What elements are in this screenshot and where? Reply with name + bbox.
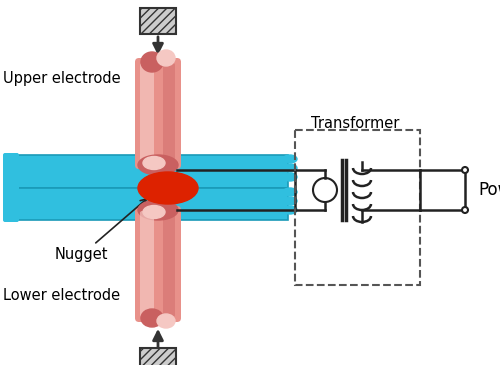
FancyBboxPatch shape — [140, 211, 154, 317]
FancyBboxPatch shape — [163, 63, 175, 164]
Ellipse shape — [138, 155, 178, 175]
FancyBboxPatch shape — [10, 188, 288, 220]
Text: Power: Power — [478, 181, 500, 199]
FancyBboxPatch shape — [140, 63, 154, 164]
Ellipse shape — [283, 188, 297, 196]
Ellipse shape — [283, 155, 297, 163]
FancyBboxPatch shape — [3, 186, 19, 222]
FancyBboxPatch shape — [10, 155, 288, 188]
Ellipse shape — [283, 164, 297, 172]
FancyBboxPatch shape — [140, 8, 176, 34]
Ellipse shape — [143, 205, 165, 219]
Text: Upper electrode: Upper electrode — [3, 70, 120, 85]
FancyBboxPatch shape — [140, 348, 176, 365]
FancyBboxPatch shape — [135, 58, 181, 169]
Circle shape — [462, 207, 468, 213]
Ellipse shape — [138, 172, 198, 204]
Ellipse shape — [141, 52, 163, 72]
Text: Transformer: Transformer — [311, 115, 399, 131]
FancyBboxPatch shape — [3, 153, 19, 190]
FancyBboxPatch shape — [135, 206, 181, 322]
Ellipse shape — [143, 157, 165, 169]
Ellipse shape — [283, 173, 297, 181]
Ellipse shape — [138, 200, 178, 220]
Ellipse shape — [157, 50, 175, 66]
Ellipse shape — [157, 314, 175, 328]
FancyBboxPatch shape — [163, 211, 175, 317]
Circle shape — [462, 167, 468, 173]
Ellipse shape — [283, 197, 297, 205]
Text: Nugget: Nugget — [55, 199, 146, 262]
Ellipse shape — [283, 206, 297, 214]
Ellipse shape — [141, 309, 163, 327]
Text: Lower electrode: Lower electrode — [3, 288, 120, 303]
